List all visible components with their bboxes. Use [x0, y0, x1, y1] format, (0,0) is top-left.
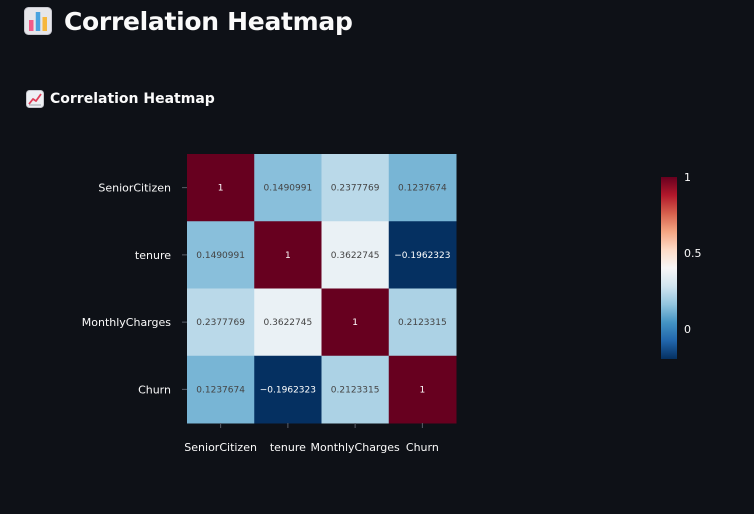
y-tick-label: Churn [138, 383, 171, 396]
colorbar [661, 177, 677, 359]
x-tick-label: Churn [406, 441, 439, 454]
heatmap-cell-label: −0.1962323 [394, 251, 450, 261]
heatmap-cell-label: 0.3622745 [264, 318, 313, 328]
heatmap-cell [254, 154, 322, 222]
heatmap-cell-label: 1 [218, 184, 224, 194]
x-tick-label: SeniorCitizen [184, 441, 257, 454]
heatmap-cell [388, 288, 457, 357]
heatmap-cell [321, 221, 390, 289]
chart-increasing-icon [26, 90, 44, 108]
heatmap-cell [388, 221, 457, 289]
page-title-text: Correlation Heatmap [64, 6, 353, 36]
colorbar-tick-label: 0.5 [684, 247, 702, 260]
heatmap-cell [254, 221, 322, 289]
x-tick-label: MonthlyCharges [311, 441, 401, 454]
x-tick-label: tenure [270, 441, 306, 454]
heatmap-cell [187, 288, 255, 357]
heatmap-cell-label: 0.3622745 [331, 251, 380, 261]
heatmap-cell [187, 355, 255, 424]
heatmap-cell-label: 1 [285, 251, 291, 261]
heatmap-cell-label: −0.1962323 [260, 385, 316, 395]
heatmap-cell [321, 154, 390, 222]
heatmap-cell [254, 355, 322, 424]
heatmap-cell-label: 0.1237674 [398, 184, 447, 194]
section-title: Correlation Heatmap [26, 88, 215, 110]
heatmap-cell [321, 355, 390, 424]
heatmap-cell [187, 221, 255, 289]
heatmap-cell-label: 1 [420, 385, 426, 395]
y-tick-label: tenure [135, 249, 171, 262]
heatmap-cell [321, 288, 390, 357]
heatmap-cell-label: 0.2377769 [196, 318, 245, 328]
heatmap-cell [254, 288, 322, 357]
heatmap-cell [388, 154, 457, 222]
heatmap-cell-label: 1 [352, 318, 358, 328]
y-tick-label: SeniorCitizen [98, 182, 171, 195]
bar-chart-icon [24, 7, 52, 35]
heatmap-cell [388, 355, 457, 424]
heatmap-cell-label: 0.2123315 [331, 385, 380, 395]
heatmap-cell-label: 0.2377769 [331, 184, 380, 194]
heatmap-cell-label: 0.1237674 [196, 385, 245, 395]
section-title-text: Correlation Heatmap [50, 91, 215, 107]
colorbar-tick-label: 1 [684, 171, 691, 184]
y-tick-label: MonthlyCharges [82, 316, 172, 329]
heatmap-cell [187, 154, 255, 222]
colorbar-tick-label: 0 [684, 323, 691, 336]
page-title: Correlation Heatmap [24, 2, 353, 40]
heatmap-cell-label: 0.2123315 [398, 318, 447, 328]
heatmap-cell-label: 0.1490991 [196, 251, 245, 261]
heatmap-cell-label: 0.1490991 [264, 184, 313, 194]
